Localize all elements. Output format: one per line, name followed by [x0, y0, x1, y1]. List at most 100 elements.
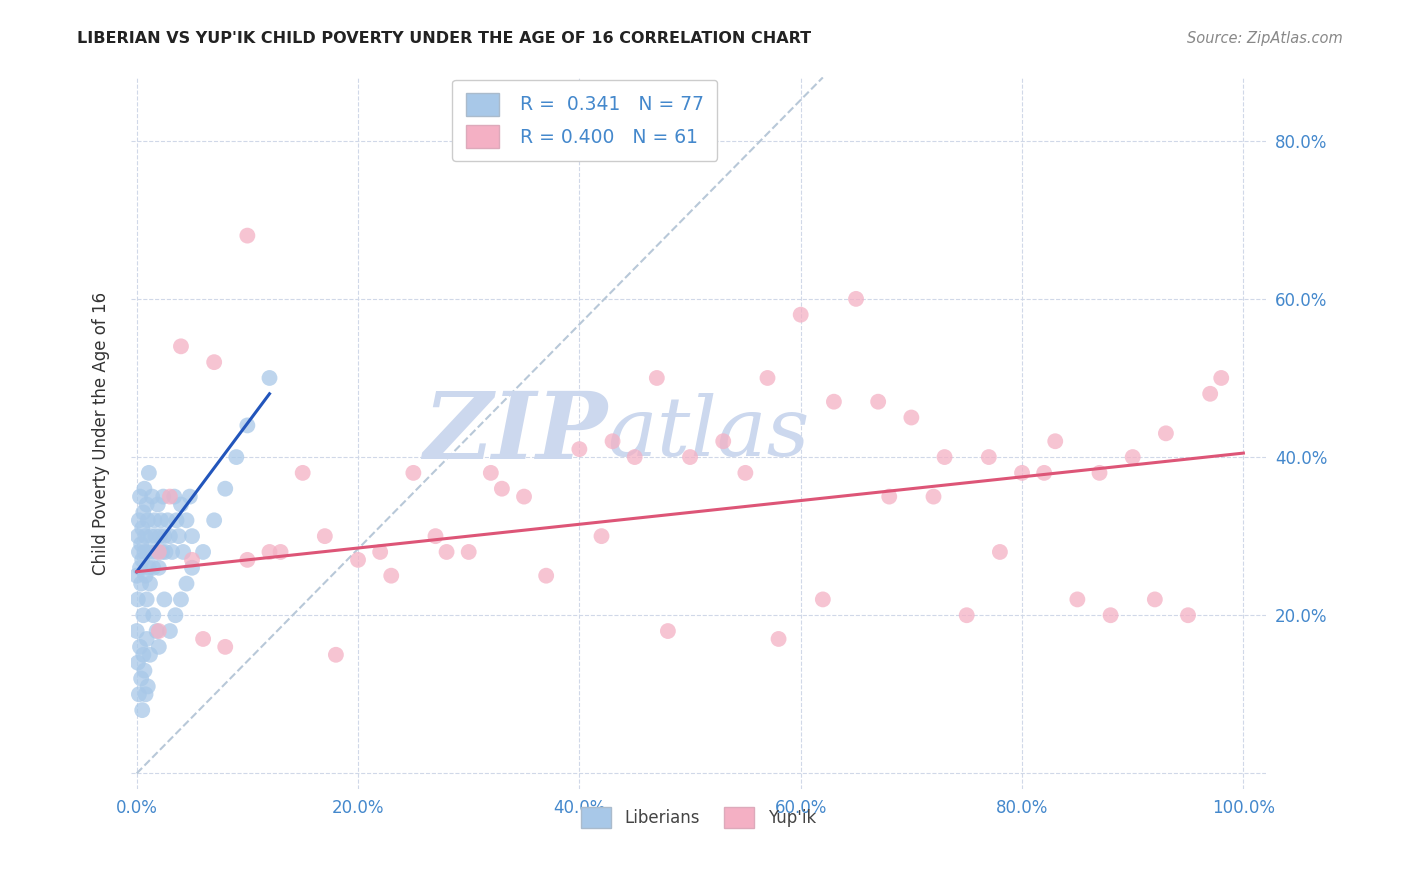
Legend: Liberians, Yup'ik: Liberians, Yup'ik [574, 801, 823, 834]
Point [150, 545, 173, 559]
Point [135, 632, 157, 646]
Point [1011, 466, 1033, 480]
Point [129, 561, 152, 575]
Point [1088, 466, 1111, 480]
Point [534, 568, 557, 582]
Point [142, 561, 165, 575]
Point [176, 576, 198, 591]
Point [380, 568, 402, 582]
Point [568, 442, 591, 457]
Point [176, 513, 198, 527]
Text: LIBERIAN VS YUP'IK CHILD POVERTY UNDER THE AGE OF 16 CORRELATION CHART: LIBERIAN VS YUP'IK CHILD POVERTY UNDER T… [77, 31, 811, 46]
Point [491, 482, 513, 496]
Point [138, 466, 160, 480]
Point [1066, 592, 1088, 607]
Point [146, 498, 169, 512]
Point [1143, 592, 1166, 607]
Point [139, 648, 162, 662]
Point [139, 576, 162, 591]
Point [645, 371, 668, 385]
Point [134, 545, 156, 559]
Point [236, 418, 259, 433]
Point [163, 490, 186, 504]
Point [129, 640, 152, 654]
Point [1199, 386, 1222, 401]
Text: ZIP: ZIP [423, 388, 607, 478]
Point [127, 592, 149, 607]
Point [131, 521, 153, 535]
Point [214, 640, 236, 654]
Point [135, 592, 157, 607]
Point [148, 624, 170, 638]
Point [679, 450, 702, 464]
Point [657, 624, 679, 638]
Point [131, 553, 153, 567]
Point [156, 513, 179, 527]
Point [136, 680, 159, 694]
Point [402, 466, 425, 480]
Point [291, 466, 314, 480]
Point [128, 513, 150, 527]
Point [141, 490, 163, 504]
Point [159, 490, 181, 504]
Point [1211, 371, 1233, 385]
Point [259, 545, 281, 559]
Point [191, 632, 214, 646]
Point [368, 545, 391, 559]
Point [127, 656, 149, 670]
Point [202, 355, 225, 369]
Point [145, 545, 167, 559]
Point [129, 672, 152, 686]
Point [143, 513, 166, 527]
Point [129, 576, 152, 591]
Point [179, 490, 201, 504]
Point [191, 545, 214, 559]
Point [159, 624, 181, 638]
Point [457, 545, 479, 559]
Point [136, 545, 159, 559]
Point [202, 513, 225, 527]
Point [125, 624, 148, 638]
Point [1045, 434, 1067, 449]
Point [136, 513, 159, 527]
Point [128, 687, 150, 701]
Point [170, 592, 193, 607]
Point [167, 529, 190, 543]
Point [181, 529, 204, 543]
Point [135, 498, 157, 512]
Point [479, 466, 502, 480]
Point [602, 434, 624, 449]
Y-axis label: Child Poverty Under the Age of 16: Child Poverty Under the Age of 16 [93, 292, 110, 574]
Point [135, 687, 157, 701]
Point [155, 545, 177, 559]
Point [153, 592, 176, 607]
Point [170, 498, 193, 512]
Point [150, 513, 173, 527]
Point [711, 434, 734, 449]
Point [142, 608, 165, 623]
Point [823, 394, 845, 409]
Point [259, 371, 281, 385]
Point [138, 561, 160, 575]
Point [934, 450, 956, 464]
Point [132, 608, 155, 623]
Point [134, 482, 156, 496]
Point [152, 490, 174, 504]
Point [128, 545, 150, 559]
Point [900, 410, 922, 425]
Point [436, 545, 458, 559]
Point [181, 561, 204, 575]
Point [1122, 450, 1144, 464]
Point [149, 529, 172, 543]
Point [1033, 466, 1056, 480]
Text: atlas: atlas [607, 393, 810, 474]
Point [789, 308, 811, 322]
Point [160, 545, 183, 559]
Point [148, 545, 170, 559]
Point [135, 529, 157, 543]
Point [148, 640, 170, 654]
Point [132, 648, 155, 662]
Point [134, 664, 156, 678]
Point [170, 339, 193, 353]
Point [988, 545, 1011, 559]
